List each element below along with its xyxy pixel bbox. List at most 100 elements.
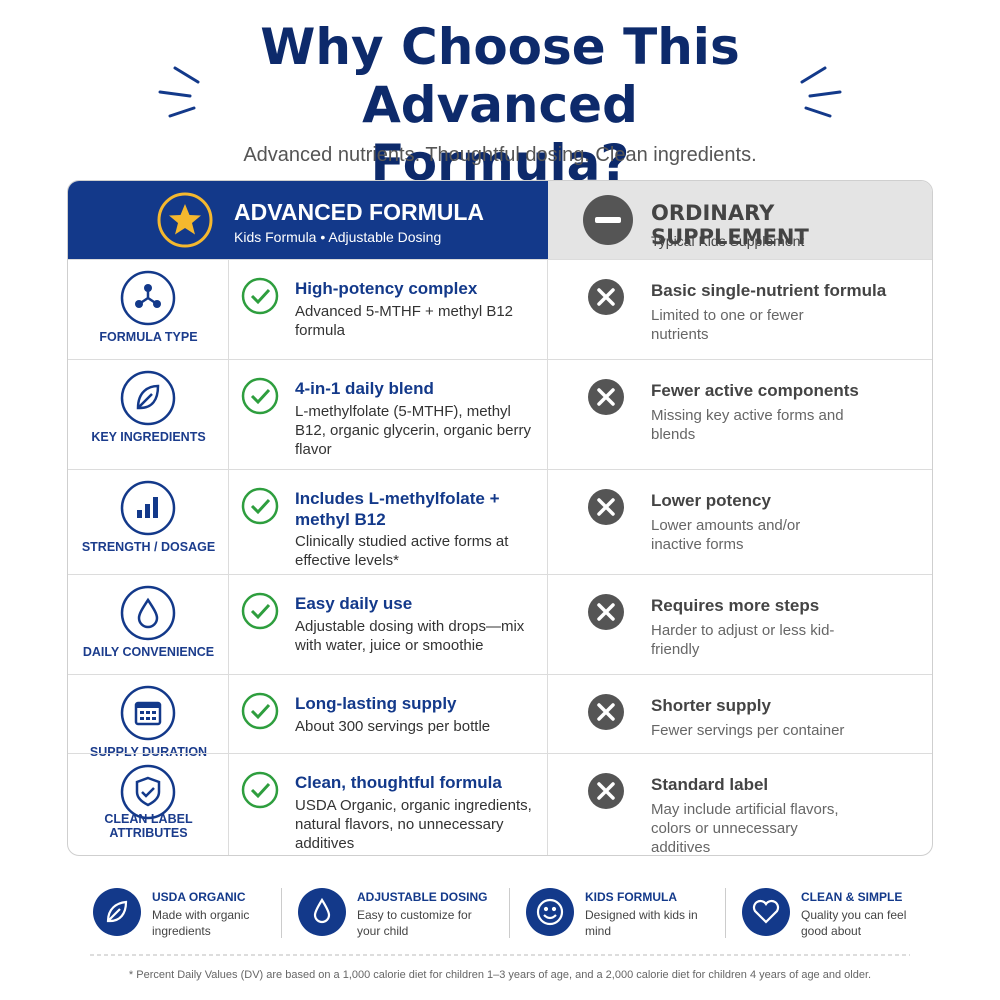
star-icon: [157, 192, 213, 248]
badge-title: USDA ORGANIC: [152, 890, 246, 904]
glyph: [106, 900, 128, 923]
accent: [808, 90, 842, 98]
glyph: [752, 899, 780, 924]
check-ring: [241, 692, 279, 730]
advanced-title: 4-in-1 daily blend: [295, 379, 434, 398]
glyph: [135, 776, 161, 807]
advanced-desc: Adjustable dosing with drops—mix with wa…: [295, 618, 525, 654]
row-icon: [120, 370, 176, 431]
cross: [588, 279, 624, 315]
check-ring: [241, 771, 279, 809]
advanced-desc: USDA Organic, organic ingredients, natur…: [295, 797, 532, 852]
check-mark: [250, 388, 271, 405]
table-row: SUPPLY DURATION Long-lasting supply About …: [68, 674, 932, 759]
badge-divider: [281, 888, 282, 938]
check: [241, 277, 279, 315]
row-icon: [120, 480, 176, 541]
minus: [595, 217, 621, 223]
cross-icon: [587, 278, 625, 321]
ordinary-title: Basic single-nutrient formula: [651, 281, 887, 300]
divider: [90, 954, 910, 956]
table-row: STRENGTH / DOSAGE Includes L-methylfolate…: [68, 469, 932, 575]
icon: [120, 370, 176, 426]
glyph: [134, 701, 162, 726]
badge-desc: Easy to customize for your child: [357, 908, 472, 938]
star: [169, 204, 201, 235]
cross-mark: [597, 782, 615, 800]
check-ring: [241, 377, 279, 415]
accent: [804, 106, 832, 118]
cross: [588, 379, 624, 415]
advanced-title: High-potency complex: [295, 279, 478, 298]
cross-mark: [597, 603, 615, 621]
advanced-title: Includes L-methylfolate + methyl B12: [295, 489, 500, 529]
icon: [120, 585, 176, 641]
accent: [800, 66, 827, 84]
icon-ring: [120, 585, 176, 641]
check-mark: [250, 703, 271, 720]
cross: [588, 489, 624, 525]
advanced-header: ADVANCED FORMULA Kids Formula • Adjustab…: [68, 181, 548, 259]
cross-mark: [597, 498, 615, 516]
ordinary-header: ORDINARY SUPPLEMENT Typical Kids Supplem…: [548, 181, 932, 259]
cross-mark: [597, 288, 615, 306]
badge-circle: [742, 888, 790, 936]
column-divider: [228, 470, 229, 575]
comparison-table: ADVANCED FORMULA Kids Formula • Adjustab…: [67, 180, 933, 856]
cross-icon: [587, 593, 625, 636]
column-divider: [547, 260, 548, 360]
check-ring: [241, 277, 279, 315]
decor-lines: [158, 66, 842, 118]
badge-title: ADJUSTABLE DOSING: [357, 890, 488, 904]
badge-circle: [93, 888, 141, 936]
row-label: CLEAN LABEL ATTRIBUTES: [104, 812, 193, 840]
footnote: * Percent Daily Values (DV) are based on…: [128, 969, 872, 981]
badge-circle: [298, 888, 346, 936]
ordinary-desc: May include artificial flavors, colors o…: [651, 801, 839, 856]
glyph: [137, 597, 159, 629]
column-divider: [547, 754, 548, 855]
cross-mark: [597, 388, 615, 406]
row-icon: [120, 585, 176, 646]
table-row: KEY INGREDIENTS 4-in-1 daily blend L-methy…: [68, 359, 932, 470]
row-icon: [120, 685, 176, 746]
minus-icon: [583, 195, 633, 245]
badge-icon: [92, 887, 142, 942]
icon-ring: [120, 764, 176, 820]
circle: [742, 888, 790, 936]
column-divider: [547, 470, 548, 575]
check-ring: [241, 592, 279, 630]
accent-lines: [158, 66, 842, 118]
check: [241, 692, 279, 730]
badge-title: CLEAN & SIMPLE: [801, 890, 903, 904]
column-divider: [228, 260, 229, 360]
cross: [588, 694, 624, 730]
check-mark: [250, 782, 271, 799]
icon: [120, 270, 176, 326]
ordinary-subtitle: Typical Kids Supplement: [651, 233, 805, 249]
row-icon: [120, 270, 176, 331]
glyph: [313, 897, 331, 924]
ordinary-desc: Fewer servings per container: [651, 722, 845, 739]
column-divider: [228, 675, 229, 754]
ordinary-title: Requires more steps: [651, 596, 820, 615]
check-icon: [240, 770, 280, 815]
ordinary-desc: Missing key active forms and blends: [651, 407, 844, 443]
row-label: DAILY CONVENIENCE: [82, 645, 215, 659]
cross: [588, 594, 624, 630]
ordinary-desc: Limited to one or fewer nutrients: [651, 307, 804, 343]
row-label: KEY INGREDIENTS: [91, 430, 206, 444]
check: [241, 377, 279, 415]
check-ring: [241, 487, 279, 525]
icon: [120, 685, 176, 741]
advanced-title: Long-lasting supply: [295, 694, 457, 713]
badge-desc: Quality you can feel good about: [801, 908, 907, 938]
table-row: FORMULA TYPE High-potency complex Advanced…: [68, 259, 932, 360]
badge-circle: [526, 888, 574, 936]
check: [241, 487, 279, 525]
cross-icon: [587, 772, 625, 815]
advanced-subtitle: Kids Formula • Adjustable Dosing: [234, 229, 442, 245]
glyph: [137, 497, 158, 518]
accent: [168, 106, 196, 118]
